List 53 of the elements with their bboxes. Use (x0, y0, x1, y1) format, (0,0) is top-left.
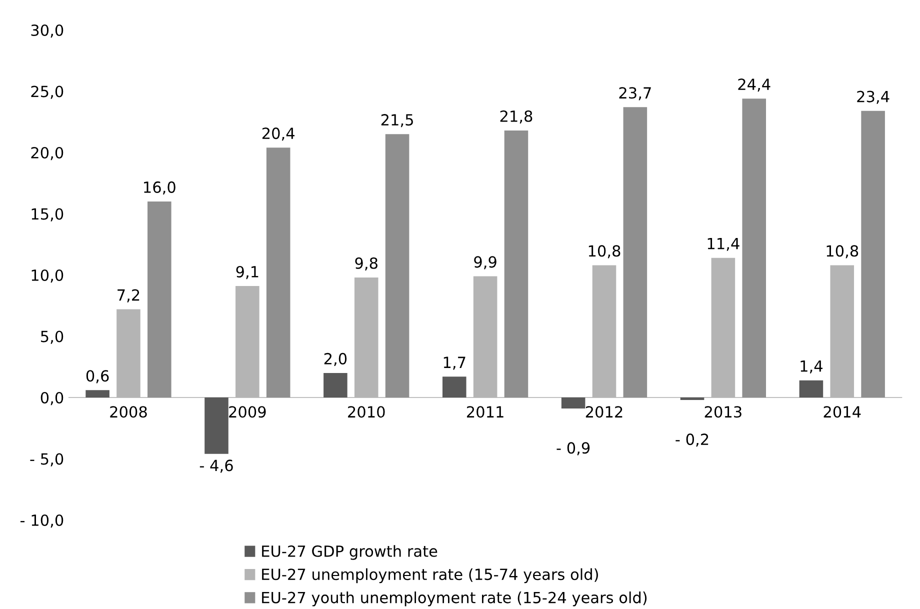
y-tick-label: 15,0 (32, 208, 64, 222)
y-tick-label: 10,0 (32, 269, 64, 283)
y-tick-label: - 5,0 (30, 453, 64, 466)
data-label: 2,0 (324, 352, 347, 366)
x-tick-label: 2011 (466, 406, 504, 418)
x-tick-label: 2010 (348, 406, 385, 418)
data-label: - 0,9 (556, 442, 590, 456)
legend-label: EU-27 unemployment rate (15-74 years old) (262, 568, 598, 584)
bar (861, 110, 885, 398)
bar (86, 390, 110, 398)
y-tick-label: 0,0 (40, 392, 64, 406)
data-label: 9,8 (355, 257, 378, 270)
data-label: 11,4 (708, 238, 740, 251)
data-label: - 4,6 (200, 460, 233, 473)
data-label: 24,4 (738, 78, 770, 92)
bar (504, 130, 528, 398)
data-label: 9,9 (474, 256, 496, 270)
bar (623, 107, 648, 398)
data-label: 1,4 (800, 360, 822, 374)
y-tick-label: 5,0 (41, 330, 64, 344)
bar (148, 202, 172, 398)
bar (442, 376, 466, 398)
data-label: 7,2 (118, 289, 140, 302)
data-label: 10,8 (826, 245, 858, 258)
x-tick-label: 2012 (586, 406, 622, 418)
bar (204, 398, 228, 454)
y-tick-label: 30,0 (31, 24, 64, 38)
bar (799, 380, 824, 398)
x-tick-label: 2014 (824, 406, 861, 418)
legend-label: EU-27 GDP growth rate (262, 545, 438, 560)
legend-label: EU-27 youth unemployment rate (15-24 years old) (262, 591, 647, 606)
data-label: 16,0 (144, 181, 176, 195)
data-label: 9,1 (236, 266, 258, 280)
y-tick-label: 20,0 (31, 146, 64, 160)
data-label: 0,6 (86, 370, 109, 384)
x-tick-label: 2008 (110, 406, 147, 418)
data-label: 20,4 (262, 128, 294, 141)
data-label: 21,5 (381, 114, 413, 128)
bar (266, 148, 290, 398)
y-tick-label: - 10,0 (20, 514, 64, 528)
data-label: 23,7 (619, 87, 651, 100)
data-label: 10,8 (588, 245, 620, 258)
bar (561, 398, 586, 409)
x-tick-label: 2013 (704, 406, 742, 418)
data-label: 23,4 (857, 90, 890, 104)
data-label: - 0,2 (676, 434, 708, 447)
y-tick-label: 25,0 (31, 86, 64, 99)
bar (742, 98, 766, 398)
data-label: 1,7 (444, 356, 466, 370)
bar (324, 373, 348, 398)
bar (385, 134, 410, 398)
x-tick-label: 2009 (229, 406, 266, 418)
data-label: 21,8 (500, 110, 532, 124)
